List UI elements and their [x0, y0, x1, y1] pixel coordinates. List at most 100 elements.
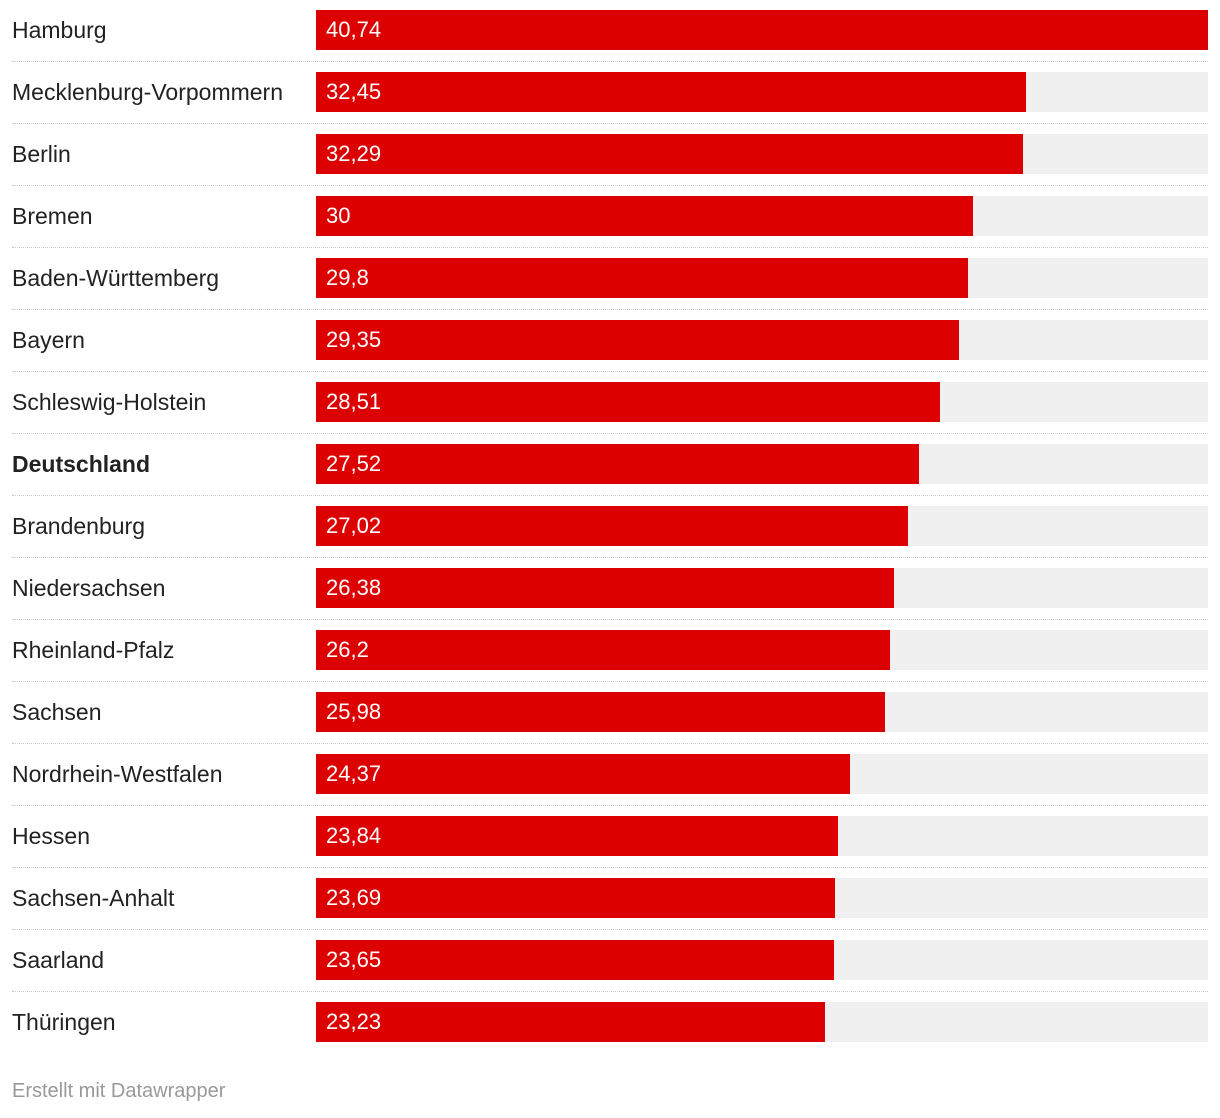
- category-label-bayern: Bayern: [12, 327, 85, 353]
- category-label-thueringen: Thüringen: [12, 1009, 116, 1035]
- bar-track-brandenburg: 27,02: [316, 506, 1208, 546]
- bar-row-rheinland-pfalz: Rheinland-Pfalz 26,2: [0, 630, 1220, 692]
- value-label-schleswig-holstein: 28,51: [326, 389, 382, 414]
- bar-row-nordrhein-westfalen: Nordrhein-Westfalen 24,37: [0, 754, 1220, 816]
- bar-saarland[interactable]: [316, 940, 834, 980]
- category-label-hamburg: Hamburg: [12, 17, 107, 43]
- bar-track-schleswig-holstein: 28,51: [316, 382, 1208, 422]
- bar-row-mecklenburg-vorpommern: Mecklenburg-Vorpommern 32,45: [0, 72, 1220, 134]
- value-label-sachsen-anhalt: 23,69: [326, 885, 382, 910]
- value-label-hamburg: 40,74: [326, 17, 382, 42]
- bar-track-bremen: 30: [316, 196, 1208, 236]
- bar-sachsen-anhalt[interactable]: [316, 878, 835, 918]
- bar-track-hamburg: 40,74: [316, 10, 1208, 50]
- value-label-bayern: 29,35: [326, 327, 382, 352]
- row-divider: [12, 929, 1208, 930]
- bar-track-saarland: 23,65: [316, 940, 1208, 980]
- value-label-sachsen: 25,98: [326, 699, 382, 724]
- value-label-saarland: 23,65: [326, 947, 382, 972]
- bar-row-bremen: Bremen 30: [0, 196, 1220, 258]
- row-divider: [12, 557, 1208, 558]
- bar-sachsen[interactable]: [316, 692, 885, 732]
- category-label-schleswig-holstein: Schleswig-Holstein: [12, 389, 207, 415]
- category-label-rheinland-pfalz: Rheinland-Pfalz: [12, 637, 175, 663]
- value-label-thueringen: 23,23: [326, 1009, 382, 1034]
- row-divider: [12, 681, 1208, 682]
- value-label-deutschland: 27,52: [326, 451, 382, 476]
- bar-thueringen[interactable]: [316, 1002, 825, 1042]
- row-divider: [12, 991, 1208, 992]
- category-label-bremen: Bremen: [12, 203, 93, 229]
- row-divider: [12, 371, 1208, 372]
- row-divider: [12, 743, 1208, 744]
- bar-baden-wuerttemberg[interactable]: [316, 258, 968, 298]
- category-label-deutschland: Deutschland: [12, 451, 151, 477]
- row-divider: [12, 247, 1208, 248]
- bar-track-hessen: 23,84: [316, 816, 1208, 856]
- row-divider: [12, 185, 1208, 186]
- bar-track-sachsen-anhalt: 23,69: [316, 878, 1208, 918]
- bar-berlin[interactable]: [316, 134, 1023, 174]
- bar-row-deutschland: Deutschland 27,52: [0, 444, 1220, 506]
- bar-track-niedersachsen: 26,38: [316, 568, 1208, 608]
- bar-row-sachsen-anhalt: Sachsen-Anhalt 23,69: [0, 878, 1220, 940]
- bar-mecklenburg-vorpommern[interactable]: [316, 72, 1026, 112]
- bar-brandenburg[interactable]: [316, 506, 908, 546]
- bar-row-bayern: Bayern 29,35: [0, 320, 1220, 382]
- category-label-niedersachsen: Niedersachsen: [12, 575, 166, 601]
- category-label-sachsen: Sachsen: [12, 699, 102, 725]
- bar-row-baden-wuerttemberg: Baden-Württemberg 29,8: [0, 258, 1220, 320]
- bar-track-thueringen: 23,23: [316, 1002, 1208, 1042]
- category-label-mecklenburg-vorpommern: Mecklenburg-Vorpommern: [12, 79, 284, 105]
- bar-row-brandenburg: Brandenburg 27,02: [0, 506, 1220, 568]
- bar-rheinland-pfalz[interactable]: [316, 630, 890, 670]
- bar-chart: Hamburg 40,74 Mecklenburg-Vorpommern 32,45 B…: [0, 10, 1220, 1042]
- bar-schleswig-holstein[interactable]: [316, 382, 940, 422]
- row-divider: [12, 123, 1208, 124]
- value-label-rheinland-pfalz: 26,2: [326, 637, 369, 662]
- row-divider: [12, 433, 1208, 434]
- bar-row-saarland: Saarland 23,65: [0, 940, 1220, 1002]
- bar-track-nordrhein-westfalen: 24,37: [316, 754, 1208, 794]
- value-label-mecklenburg-vorpommern: 32,45: [326, 79, 382, 104]
- category-label-nordrhein-westfalen: Nordrhein-Westfalen: [12, 761, 223, 787]
- value-label-niedersachsen: 26,38: [326, 575, 382, 600]
- category-label-baden-wuerttemberg: Baden-Württemberg: [12, 265, 220, 291]
- credit-footer[interactable]: Erstellt mit Datawrapper: [12, 1080, 226, 1102]
- bar-deutschland[interactable]: [316, 444, 919, 484]
- row-divider: [12, 61, 1208, 62]
- value-label-hessen: 23,84: [326, 823, 382, 848]
- bar-track-sachsen: 25,98: [316, 692, 1208, 732]
- value-label-baden-wuerttemberg: 29,8: [326, 265, 369, 290]
- row-divider: [12, 309, 1208, 310]
- bar-track-deutschland: 27,52: [316, 444, 1208, 484]
- row-divider: [12, 867, 1208, 868]
- bar-track-rheinland-pfalz: 26,2: [316, 630, 1208, 670]
- category-label-sachsen-anhalt: Sachsen-Anhalt: [12, 885, 175, 911]
- value-label-bremen: 30: [326, 203, 351, 228]
- bar-hessen[interactable]: [316, 816, 838, 856]
- bar-niedersachsen[interactable]: [316, 568, 894, 608]
- row-divider: [12, 805, 1208, 806]
- value-label-nordrhein-westfalen: 24,37: [326, 761, 382, 786]
- bar-track-berlin: 32,29: [316, 134, 1208, 174]
- category-label-hessen: Hessen: [12, 823, 90, 849]
- bar-row-hamburg: Hamburg 40,74: [0, 10, 1220, 72]
- row-divider: [12, 619, 1208, 620]
- value-label-berlin: 32,29: [326, 141, 382, 166]
- bar-row-hessen: Hessen 23,84: [0, 816, 1220, 878]
- category-label-brandenburg: Brandenburg: [12, 513, 145, 539]
- bar-nordrhein-westfalen[interactable]: [316, 754, 850, 794]
- bar-bremen[interactable]: [316, 196, 973, 236]
- value-label-brandenburg: 27,02: [326, 513, 382, 538]
- bar-row-niedersachsen: Niedersachsen 26,38: [0, 568, 1220, 630]
- bar-hamburg[interactable]: [316, 10, 1208, 50]
- bar-row-berlin: Berlin 32,29: [0, 134, 1220, 196]
- category-label-saarland: Saarland: [12, 947, 105, 973]
- category-label-berlin: Berlin: [12, 141, 71, 167]
- bar-track-bayern: 29,35: [316, 320, 1208, 360]
- bar-track-baden-wuerttemberg: 29,8: [316, 258, 1208, 298]
- bar-row-sachsen: Sachsen 25,98: [0, 692, 1220, 754]
- bar-bayern[interactable]: [316, 320, 959, 360]
- bar-row-schleswig-holstein: Schleswig-Holstein 28,51: [0, 382, 1220, 444]
